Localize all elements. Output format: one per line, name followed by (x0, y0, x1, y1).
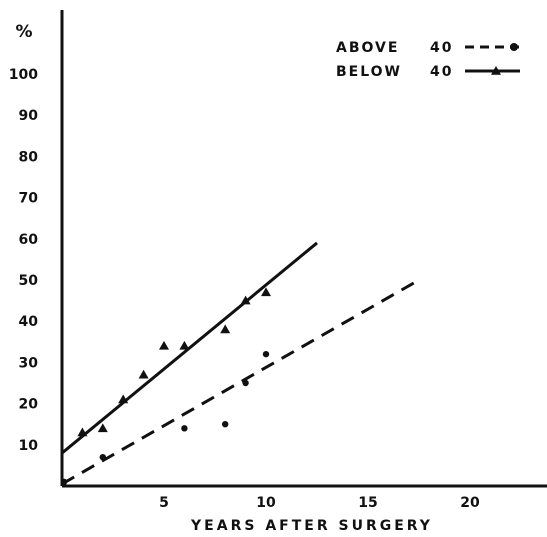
data-point-above (242, 379, 249, 387)
data-point-above (222, 421, 229, 428)
data-point-below (138, 369, 149, 379)
data-point-below (118, 394, 129, 404)
x-tick-label: 10 (256, 495, 276, 511)
data-point-above (99, 453, 107, 461)
y-tick-label: 30 (19, 355, 39, 371)
data-point-above (262, 350, 270, 358)
legend-value-above: 40 (430, 40, 453, 56)
series-line-above (61, 278, 420, 486)
x-tick-label: 15 (358, 495, 377, 511)
data-point-below (240, 295, 251, 305)
y-tick-label: 50 (19, 273, 39, 289)
data-point-below (220, 324, 231, 334)
y-tick-label: 80 (19, 149, 39, 165)
y-tick-label: 100 (9, 67, 38, 83)
data-point-below (97, 423, 108, 433)
x-tick-label: 20 (460, 495, 480, 511)
legend-label-below: BELOW (336, 64, 402, 80)
x-axis-label: YEARS AFTER SURGERY (190, 518, 433, 534)
y-tick-label: 60 (19, 232, 39, 248)
fit-lines (61, 241, 420, 486)
series-line-below (61, 241, 318, 455)
x-tick-label: 5 (159, 495, 169, 511)
legend: ABOVE 40 BELOW 40 (336, 40, 520, 80)
legend-label-above: ABOVE (336, 40, 399, 56)
data-points (60, 287, 271, 486)
legend-marker-below (491, 66, 501, 75)
y-tick-label: 20 (19, 397, 39, 413)
y-axis-label: % (15, 22, 32, 42)
data-point-above (181, 425, 188, 432)
data-point-below (77, 427, 88, 437)
data-point-below (179, 340, 190, 350)
tick-labels: 10 20 30 40 50 60 70 80 90 100 5 10 15 20 (9, 67, 480, 511)
data-point-below (159, 340, 169, 350)
data-point-above (60, 478, 68, 486)
y-tick-label: 70 (19, 191, 39, 207)
legend-marker-above (510, 43, 518, 51)
axes (60, 10, 547, 488)
legend-value-below: 40 (430, 64, 453, 80)
y-tick-label: 10 (19, 438, 39, 454)
y-tick-label: 40 (19, 314, 39, 330)
y-tick-label: 90 (19, 108, 39, 124)
data-point-below (261, 287, 271, 297)
